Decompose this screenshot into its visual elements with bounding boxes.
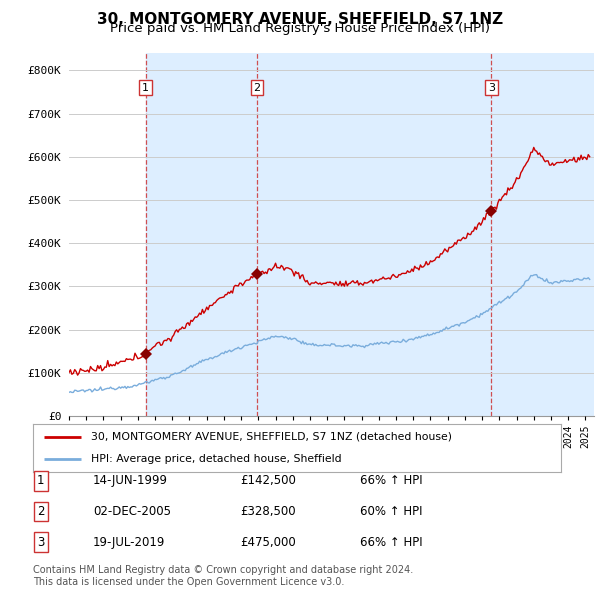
Text: 30, MONTGOMERY AVENUE, SHEFFIELD, S7 1NZ: 30, MONTGOMERY AVENUE, SHEFFIELD, S7 1NZ [97,12,503,27]
Text: 1: 1 [142,83,149,93]
Text: 14-JUN-1999: 14-JUN-1999 [93,474,168,487]
Text: 1: 1 [37,474,44,487]
Bar [146,53,257,416]
Text: 2: 2 [253,83,260,93]
Bar [257,53,491,416]
Text: 02-DEC-2005: 02-DEC-2005 [93,505,171,518]
Text: 3: 3 [37,536,44,549]
Text: 30, MONTGOMERY AVENUE, SHEFFIELD, S7 1NZ (detached house): 30, MONTGOMERY AVENUE, SHEFFIELD, S7 1NZ… [91,432,452,442]
Text: 66% ↑ HPI: 66% ↑ HPI [360,474,422,487]
Text: £328,500: £328,500 [240,505,296,518]
Text: 19-JUL-2019: 19-JUL-2019 [93,536,166,549]
Text: 3: 3 [488,83,495,93]
Text: £475,000: £475,000 [240,536,296,549]
Text: 66% ↑ HPI: 66% ↑ HPI [360,536,422,549]
Text: 60% ↑ HPI: 60% ↑ HPI [360,505,422,518]
Text: Contains HM Land Registry data © Crown copyright and database right 2024.
This d: Contains HM Land Registry data © Crown c… [33,565,413,587]
Text: Price paid vs. HM Land Registry's House Price Index (HPI): Price paid vs. HM Land Registry's House … [110,22,490,35]
Text: 2: 2 [37,505,44,518]
Text: HPI: Average price, detached house, Sheffield: HPI: Average price, detached house, Shef… [91,454,342,464]
Bar [491,53,594,416]
Text: £142,500: £142,500 [240,474,296,487]
